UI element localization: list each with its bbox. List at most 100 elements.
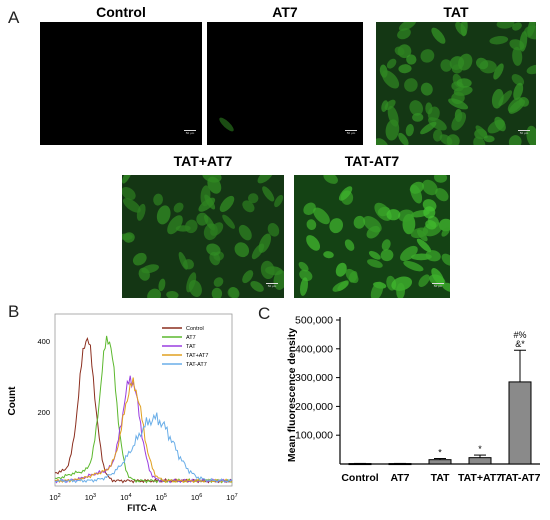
scale-bar: 50 μm (432, 283, 444, 292)
cell-mark (274, 194, 284, 208)
cell-mark (273, 270, 284, 290)
cell-mark (363, 216, 382, 233)
bar (508, 381, 532, 465)
micrograph-tat-dash-at7: 50 μm (294, 175, 450, 298)
x-axis-label: FITC-A (127, 503, 157, 513)
cell-mark (380, 249, 394, 262)
histogram-curve (54, 412, 233, 484)
cell-mark (404, 78, 418, 92)
cell-mark (511, 74, 525, 86)
cell-mark (512, 22, 522, 31)
cell-mark (227, 287, 239, 298)
micrograph-tat-plus-at7-cells (122, 175, 284, 298)
cell-mark (210, 222, 224, 236)
cell-mark (420, 121, 437, 135)
micrograph-tat-plus-at7: 50 μm (122, 175, 284, 298)
micrograph-control-cells (40, 22, 202, 145)
cell-mark (489, 35, 509, 45)
y-tick-label: 400,000 (295, 343, 333, 355)
x-tick-label: 105 (155, 493, 166, 502)
cell-mark (381, 70, 400, 89)
cell-mark (156, 205, 171, 225)
y-tick-400: 400 (37, 337, 50, 346)
cell-mark (451, 112, 467, 131)
category-label: TAT+AT7 (458, 472, 502, 484)
significance-marker: * (438, 448, 442, 458)
cell-mark (446, 134, 460, 145)
panel-c-letter: C (258, 304, 271, 323)
y-tick-label: 200,000 (295, 401, 333, 413)
flow-cytometry-histogram: Count 400 200 102 103 104 105 106 107 FITC-A … (7, 313, 238, 513)
cell-mark (396, 282, 406, 298)
cell-mark (441, 253, 450, 266)
y-tick-label: 500,000 (295, 315, 333, 327)
cell-mark (185, 219, 198, 234)
cell-mark (204, 194, 216, 210)
legend-label: TAT+AT7 (186, 353, 208, 359)
cell-mark (167, 215, 183, 235)
cell-mark (257, 175, 274, 184)
y-axis-label: Count (7, 386, 18, 416)
scale-bar: 50 μm (184, 130, 196, 139)
cell-mark (412, 112, 424, 122)
x-tick-label: 106 (191, 493, 202, 502)
cell-mark (448, 98, 469, 110)
micrograph-tat: 50 μm (376, 22, 536, 145)
cell-mark (370, 281, 384, 298)
significance-marker: &* (515, 339, 525, 349)
cell-mark (397, 28, 411, 40)
cell-mark (206, 243, 221, 256)
cell-mark (332, 280, 349, 292)
cell-mark (398, 22, 417, 31)
cell-mark (153, 193, 164, 206)
cell-mark (242, 270, 254, 284)
cell-mark (440, 59, 452, 72)
bar (468, 457, 492, 465)
cell-mark (298, 261, 309, 272)
cell-mark (188, 280, 202, 297)
cell-mark (258, 233, 272, 253)
cell-mark (507, 97, 523, 113)
x-tick-label: 102 (49, 493, 60, 502)
image-title-at7: AT7 (272, 4, 298, 20)
cell-mark (387, 105, 399, 127)
cell-mark (494, 116, 506, 132)
legend-label: AT7 (186, 335, 196, 341)
cell-mark (458, 53, 473, 71)
cell-mark (406, 54, 417, 65)
image-title-tat: TAT (443, 4, 469, 20)
cell-mark (410, 184, 423, 204)
panel-a-letter: A (8, 8, 20, 27)
significance-marker: #% (513, 330, 526, 340)
cell-mark (425, 250, 441, 262)
cell-mark (398, 64, 412, 74)
cell-mark (416, 238, 432, 253)
cell-mark (403, 260, 424, 272)
cell-mark (524, 25, 536, 40)
cell-mark (367, 259, 383, 268)
legend-label: TAT-AT7 (186, 362, 207, 368)
cell-mark (238, 224, 252, 241)
cell-mark (260, 260, 275, 280)
cell-mark (456, 78, 472, 88)
cell-mark (483, 135, 495, 143)
cell-mark (335, 262, 347, 277)
cell-mark (222, 214, 235, 229)
histogram-frame (54, 313, 233, 487)
scale-bar: 50 μm (518, 130, 530, 139)
cell-mark (329, 218, 344, 234)
cell-mark (122, 233, 133, 241)
cell-mark (433, 175, 448, 183)
cell-mark (398, 132, 409, 145)
cell-mark (158, 278, 166, 292)
cell-mark (313, 207, 330, 225)
y-tick-label: 100,000 (295, 430, 333, 442)
cell-mark (394, 46, 405, 56)
cell-mark (166, 290, 179, 298)
cell-mark (473, 136, 486, 145)
x-tick-label: 104 (120, 493, 131, 502)
cell-mark (323, 251, 334, 259)
histogram-curve (54, 336, 233, 484)
cell-mark (211, 287, 223, 298)
cell-mark (178, 251, 188, 270)
